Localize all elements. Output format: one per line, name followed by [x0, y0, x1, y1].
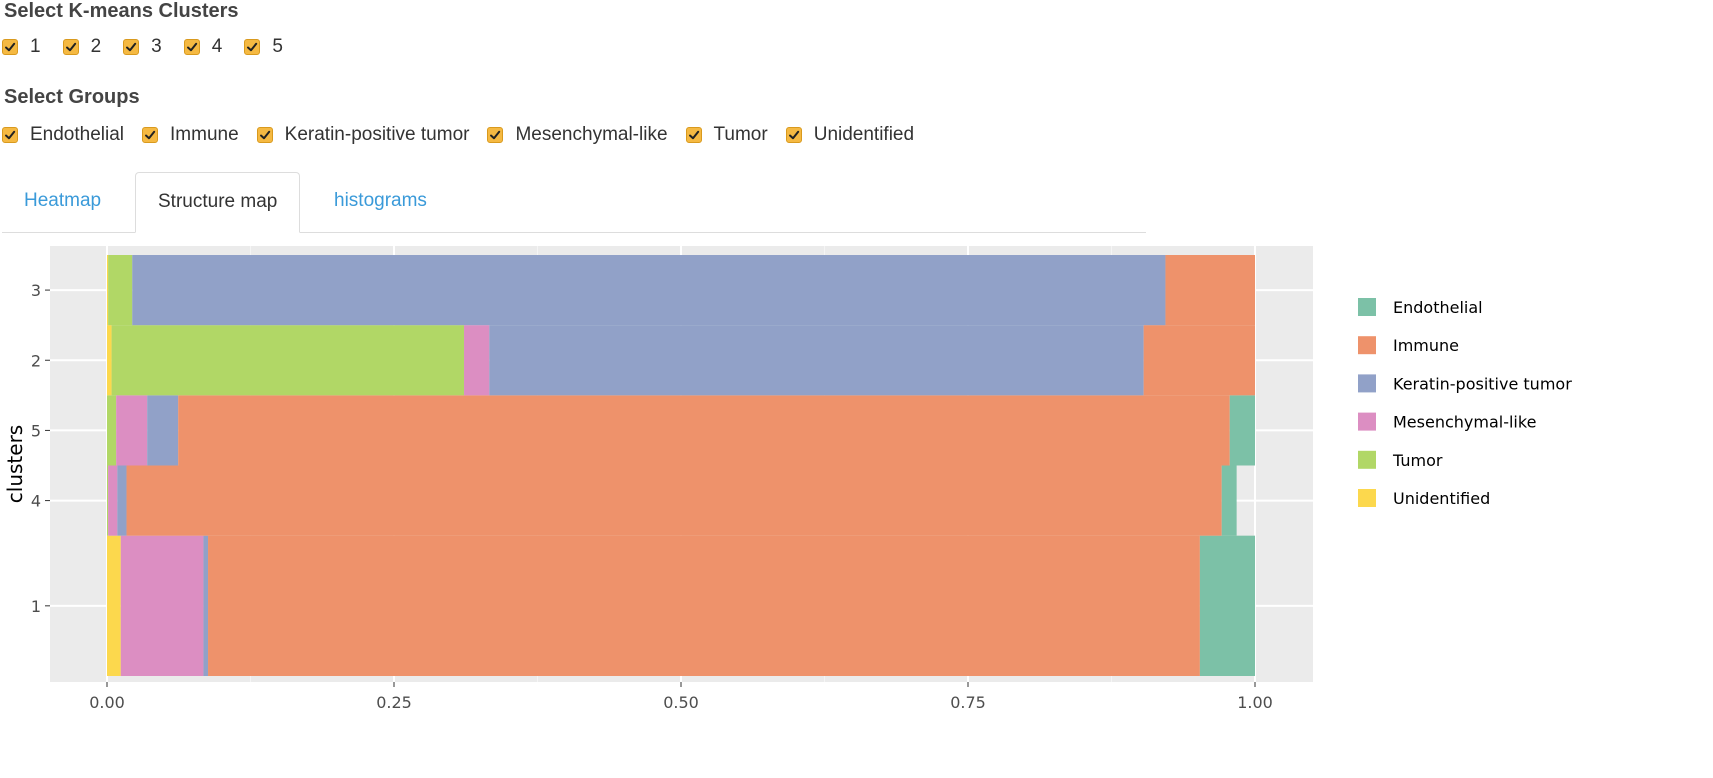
group-checkbox-tumor[interactable]: Tumor [685, 124, 768, 146]
y-tick-label: 1 [31, 597, 41, 616]
bar-segment-endothelial-cluster-5 [1229, 395, 1255, 466]
bar-segment-tumor-cluster-2 [111, 325, 465, 396]
bar-segment-keratin-positive-tumor-cluster-4 [117, 465, 127, 536]
y-tick-label: 2 [31, 351, 41, 370]
bar-segment-tumor-cluster-3 [108, 255, 133, 326]
legend-label: Unidentified [1393, 489, 1490, 508]
bar-segment-mesenchymal-like-cluster-5 [116, 395, 148, 466]
bar-segment-keratin-positive-tumor-cluster-1 [203, 535, 209, 676]
legend-label: Mesenchymal-like [1393, 413, 1536, 432]
tab-histograms[interactable]: histograms [334, 190, 427, 211]
bar-segment-endothelial-cluster-4 [1221, 465, 1237, 536]
legend-key-immune [1358, 336, 1376, 355]
bar-segment-unidentified-cluster-3 [107, 255, 109, 326]
groups-title: Select Groups [4, 86, 140, 108]
y-tick-label: 4 [31, 492, 41, 511]
cluster-checkbox-label: 2 [90, 36, 102, 57]
bar-segment-tumor-cluster-5 [107, 395, 117, 466]
legend-key-keratin-positive-tumor [1358, 374, 1376, 393]
y-axis-title: clusters [3, 425, 27, 503]
x-tick-label: 0.00 [89, 693, 125, 712]
cluster-checkbox-2[interactable]: 2 [62, 36, 102, 58]
cluster-checkbox-label: 3 [151, 36, 162, 57]
checkbox-checked-icon[interactable] [244, 39, 261, 55]
y-tick-label: 5 [31, 421, 41, 440]
bar-segment-endothelial-cluster-1 [1199, 535, 1255, 676]
bar-segment-unidentified-cluster-2 [107, 325, 112, 396]
cluster-checkbox-label: 4 [211, 36, 223, 57]
group-checkbox-label: Keratin-positive tumor [284, 124, 470, 145]
y-tick-label: 3 [31, 281, 41, 300]
bar-segment-immune-cluster-1 [208, 535, 1200, 676]
group-checkbox-label: Tumor [713, 124, 768, 145]
bar-segment-keratin-positive-tumor-cluster-3 [132, 255, 1166, 326]
tab-structure-map[interactable]: Structure map [135, 172, 301, 233]
legend-key-endothelial [1358, 298, 1376, 316]
group-checkbox-unidentified[interactable]: Unidentified [785, 124, 915, 146]
cluster-checkbox-4[interactable]: 4 [183, 36, 223, 58]
group-checkbox-keratin-positive-tumor[interactable]: Keratin-positive tumor [256, 124, 470, 146]
cluster-checkbox-label: 1 [30, 36, 41, 57]
legend-label: Endothelial [1393, 298, 1483, 317]
x-tick-label: 0.75 [950, 693, 986, 712]
checkbox-checked-icon[interactable] [142, 127, 159, 143]
group-checkbox-label: Endothelial [30, 124, 125, 145]
group-checkbox-label: Immune [170, 124, 239, 145]
bar-segment-immune-cluster-3 [1165, 255, 1255, 326]
bar-segment-immune-cluster-4 [126, 465, 1222, 536]
checkbox-checked-icon[interactable] [685, 127, 702, 143]
legend-label: Immune [1393, 336, 1459, 355]
bar-segment-keratin-positive-tumor-cluster-5 [147, 395, 179, 466]
bar-segment-keratin-positive-tumor-cluster-2 [489, 325, 1144, 396]
group-checkbox-endothelial[interactable]: Endothelial [2, 124, 124, 146]
tab-heatmap[interactable]: Heatmap [24, 190, 102, 211]
cluster-checkbox-3[interactable]: 3 [123, 36, 162, 58]
checkbox-checked-icon[interactable] [487, 127, 504, 143]
group-checkbox-mesenchymal-like[interactable]: Mesenchymal-like [487, 124, 668, 146]
bar-segment-tumor-cluster-4 [107, 465, 109, 536]
group-checkbox-label: Mesenchymal-like [515, 124, 668, 145]
legend-key-unidentified [1358, 489, 1376, 507]
checkbox-checked-icon[interactable] [2, 39, 18, 55]
bar-segment-immune-cluster-5 [178, 395, 1230, 466]
checkbox-checked-icon[interactable] [785, 127, 802, 143]
x-tick-label: 1.00 [1237, 693, 1273, 712]
checkbox-checked-icon[interactable] [62, 39, 79, 55]
x-tick-label: 0.25 [376, 693, 412, 712]
bar-segment-unidentified-cluster-1 [107, 535, 121, 676]
legend-key-tumor [1358, 450, 1376, 469]
legend-label: Keratin-positive tumor [1393, 374, 1572, 393]
group-checkbox-label: Unidentified [813, 124, 915, 145]
cluster-checkbox-5[interactable]: 5 [244, 36, 283, 58]
bar-segment-immune-cluster-2 [1143, 325, 1255, 396]
bar-segment-mesenchymal-like-cluster-4 [108, 465, 118, 536]
legend-label: Tumor [1392, 451, 1443, 470]
group-checkbox-immune[interactable]: Immune [142, 124, 239, 146]
cluster-checkbox-1[interactable]: 1 [2, 36, 41, 58]
structure-map-chart: 1 4 5 2 3 0.00 0.25 0.50 0.75 1.00 clusters Endothe… [3, 246, 1572, 712]
checkbox-checked-icon[interactable] [256, 127, 273, 143]
legend-key-mesenchymal-like [1358, 412, 1376, 431]
x-tick-label: 0.50 [663, 693, 699, 712]
group-checkbox-group: Endothelial Immune Keratin-positive tumor M… [2, 124, 932, 146]
clusters-title: Select K-means Clusters [4, 0, 239, 22]
bar-segment-mesenchymal-like-cluster-2 [464, 325, 490, 396]
checkbox-checked-icon[interactable] [183, 39, 200, 55]
cluster-checkbox-label: 5 [272, 36, 283, 57]
bar-segment-mesenchymal-like-cluster-1 [120, 535, 204, 676]
tab-bar: Heatmap Structure map histograms [2, 172, 1146, 233]
checkbox-checked-icon[interactable] [123, 39, 140, 55]
cluster-checkbox-group: 1 2 3 4 5 [2, 36, 305, 58]
checkbox-checked-icon[interactable] [2, 127, 18, 143]
